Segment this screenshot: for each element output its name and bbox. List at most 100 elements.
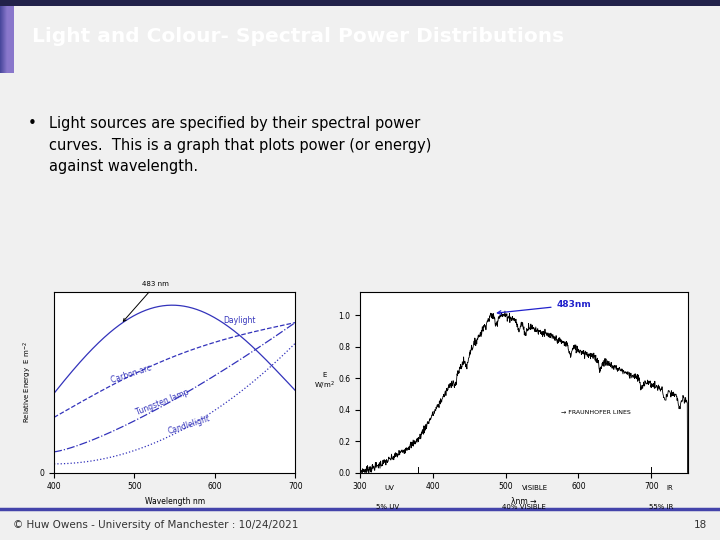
Text: VISIBLE: VISIBLE [522,485,548,491]
Bar [5,0,12,73]
Bar [4,0,12,73]
Bar [3,0,10,73]
Bar [6,0,13,73]
Bar [1,0,8,73]
Bar [4,0,11,73]
Bar [1,0,9,73]
Bar [4,0,11,73]
Bar [6,0,13,73]
Bar [1,0,8,73]
Bar [1,0,9,73]
Bar [2,0,9,73]
X-axis label: Wavelength nm: Wavelength nm [145,497,204,506]
Bar [5,0,12,73]
Bar [6,0,13,73]
Bar [2,0,9,73]
Bar [1,0,8,73]
Bar [4,0,11,73]
Bar [0,0,7,73]
Text: 5% UV: 5% UV [377,504,400,510]
Bar [4,0,12,73]
Bar [4,0,12,73]
Bar [6,0,14,73]
Bar [2,0,9,73]
Bar [6,0,14,73]
Bar [3,0,10,73]
Bar [3,0,10,73]
Text: IR: IR [666,485,672,491]
Text: 483nm: 483nm [498,300,591,314]
Bar [4,0,12,73]
Bar [3,0,10,73]
Bar [6,0,13,73]
Y-axis label: E
W/m$^2$: E W/m$^2$ [314,372,335,392]
Text: 55% IR: 55% IR [649,504,674,510]
Bar [4,0,11,73]
Bar [6,0,14,73]
Bar [1,0,8,73]
Bar [1,0,8,73]
Bar [3,0,10,73]
Bar [0,0,7,73]
Bar [7,0,14,73]
Bar [4,0,11,73]
Bar [3,0,10,73]
Text: •: • [27,116,36,131]
Bar [3,0,10,73]
Bar [2,0,9,73]
Text: Tungsten lamp: Tungsten lamp [135,388,190,417]
Bar [0,0,7,73]
Text: 18: 18 [694,520,707,530]
Bar [5,0,12,73]
Bar [5,0,12,73]
Text: → FRAUNHOFER LINES: → FRAUNHOFER LINES [557,410,630,415]
Bar [4,0,12,73]
Bar [1,0,9,73]
Bar [4,0,11,73]
Bar [4,0,12,73]
Bar [4,0,11,73]
Bar [5,0,12,73]
Bar [2,0,9,73]
Bar [4,0,12,73]
Bar [1,0,8,73]
Bar [7,0,14,73]
Bar [0,0,7,73]
Bar [5,0,12,73]
Bar [6,0,13,73]
Bar [6,0,13,73]
Text: UV: UV [384,485,394,491]
Text: © Huw Owens - University of Manchester : 10/24/2021: © Huw Owens - University of Manchester :… [13,520,298,530]
Text: Daylight: Daylight [223,316,256,325]
Bar [0,0,7,73]
Bar [6,0,13,73]
Bar [5,0,12,73]
Bar [1,0,8,73]
Bar [6,0,14,73]
Bar [4,0,12,73]
Bar [4,0,11,73]
Bar [6,0,13,73]
Bar [1,0,9,73]
Bar [5,0,12,73]
Bar [1,0,9,73]
Bar [6,0,14,73]
Bar [4,0,11,73]
Y-axis label: Relative Energy  E m$^{-2}$: Relative Energy E m$^{-2}$ [22,341,34,423]
Bar [7,0,14,73]
Bar [2,0,9,73]
Text: Candlelight: Candlelight [166,414,211,436]
Bar [2,0,9,73]
X-axis label: λnm →: λnm → [511,497,536,506]
Bar [4,0,12,73]
Bar [1,0,9,73]
Bar [3,0,10,73]
Text: 483 nm: 483 nm [123,281,169,321]
Bar [6,0,13,73]
Bar [1,0,8,73]
Bar [0,0,720,6]
Bar [6,0,14,73]
Bar [6,0,14,73]
Bar [7,0,14,73]
Bar [1,0,9,73]
